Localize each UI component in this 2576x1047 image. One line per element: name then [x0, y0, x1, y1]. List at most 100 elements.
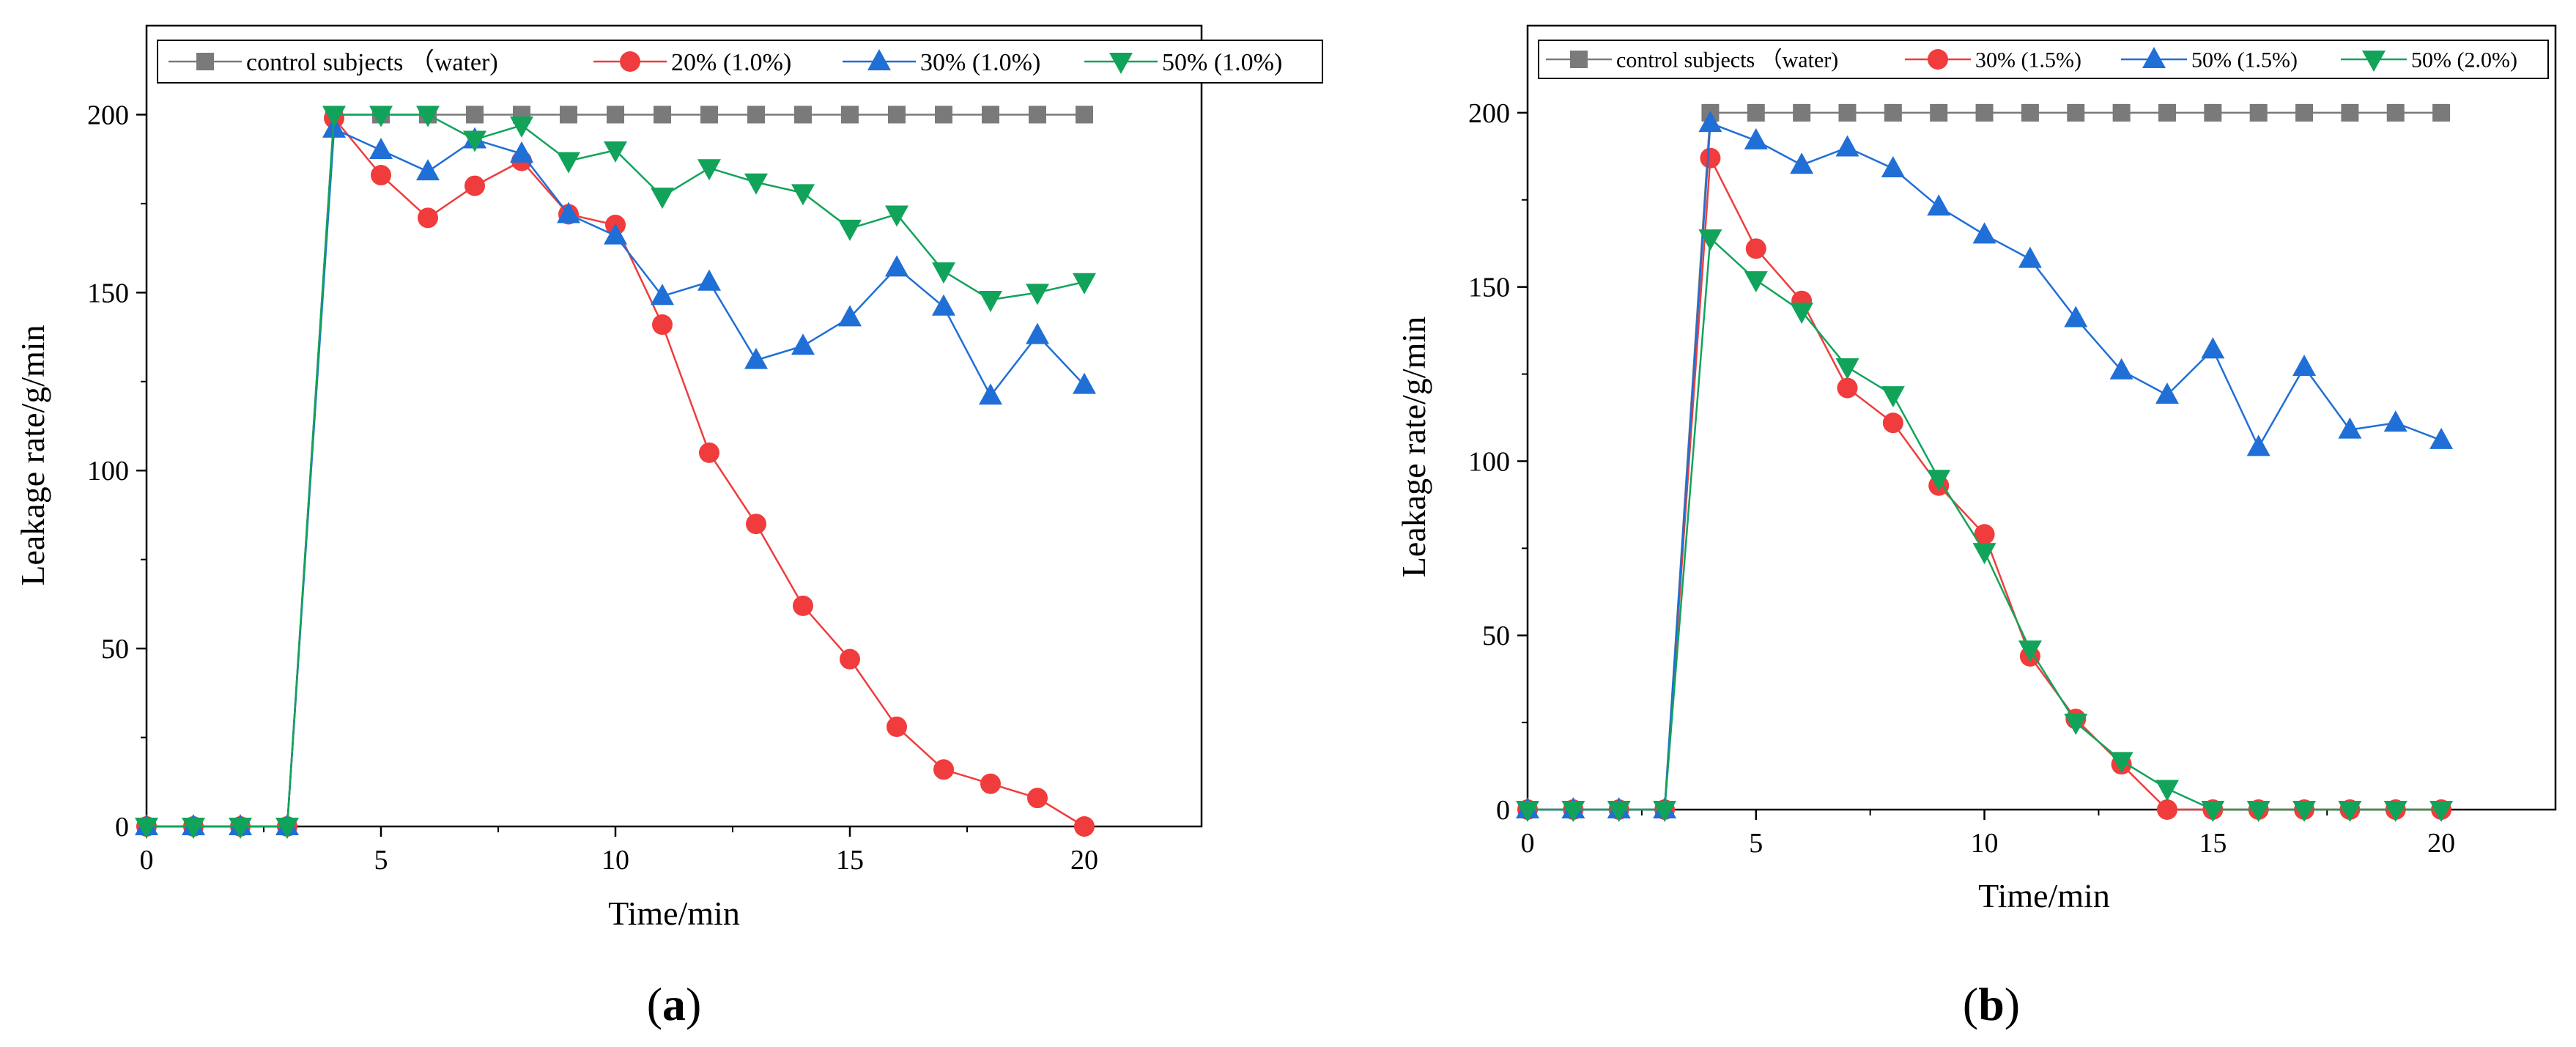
data-point-series-1	[2112, 103, 2131, 122]
data-point-series-4	[275, 818, 299, 839]
x-tick-label: 15	[2199, 828, 2227, 859]
data-point-series-2	[980, 773, 1001, 794]
data-point-series-3	[2292, 355, 2317, 377]
plot-frame	[1526, 24, 2557, 811]
data-point-series-4	[322, 106, 346, 127]
data-point-series-3	[697, 269, 721, 291]
x-axis-title: Time/min	[608, 895, 740, 932]
data-point-series-4	[2338, 801, 2362, 822]
data-point-series-3	[416, 159, 440, 181]
y-axis-title: Leakage rate/g/min	[14, 325, 51, 585]
data-point-series-4	[604, 141, 627, 163]
series-line-1	[1528, 111, 2442, 811]
legend-marker-1	[1570, 51, 1588, 68]
data-point-series-4	[229, 818, 252, 839]
data-point-series-3	[2429, 427, 2454, 449]
data-point-series-3	[2201, 337, 2225, 359]
data-point-series-2	[1974, 524, 1995, 545]
y-tick-label: 150	[87, 278, 129, 308]
data-point-series-4	[2064, 714, 2088, 736]
data-point-series-4	[1698, 229, 1722, 251]
data-point-series-3	[2383, 410, 2407, 432]
data-point-series-1	[841, 106, 859, 124]
y-tick-label: 100	[87, 456, 129, 486]
data-point-series-4	[1972, 543, 1996, 565]
legend-marker-4	[2362, 51, 2386, 72]
y-axis-title: Leakage rate/g/min	[1395, 317, 1432, 577]
data-point-series-4	[744, 173, 768, 195]
legend-label-4: 50% (2.0%)	[2411, 48, 2517, 73]
data-point-series-3	[1744, 127, 1768, 149]
data-point-series-1	[982, 106, 999, 124]
data-point-series-4	[1607, 801, 1631, 822]
x-tick-label: 0	[140, 845, 154, 876]
legend-label-3: 50% (1.5%)	[2191, 48, 2298, 73]
data-point-series-3	[651, 284, 674, 306]
x-tick-label: 10	[1971, 828, 1999, 859]
data-point-series-4	[885, 205, 908, 227]
data-point-series-4	[932, 262, 955, 284]
y-tick-label: 200	[1468, 98, 1510, 129]
data-point-series-1	[2158, 103, 2176, 122]
series-line-2	[1528, 155, 2442, 811]
data-point-series-3	[1790, 152, 1814, 174]
data-point-series-3	[932, 294, 955, 316]
data-point-series-2	[652, 314, 673, 336]
legend-marker-3	[2142, 47, 2166, 68]
data-point-series-4	[2246, 801, 2270, 822]
data-point-series-4	[1561, 801, 1585, 822]
data-point-series-4	[1653, 801, 1677, 822]
data-point-series-3	[1026, 322, 1049, 344]
legend-label-3: 30% (1.0%)	[920, 49, 1040, 76]
x-tick-label: 20	[1070, 845, 1098, 876]
x-tick-label: 5	[374, 845, 388, 876]
data-point-series-1	[560, 106, 577, 124]
data-point-series-3	[2155, 382, 2179, 404]
data-point-series-1	[1793, 103, 1811, 122]
data-point-series-3	[2064, 306, 2088, 328]
data-point-series-3	[557, 201, 580, 223]
data-point-series-3	[1073, 372, 1096, 394]
data-point-series-2	[1745, 238, 1766, 259]
data-point-series-4	[1516, 801, 1539, 822]
data-point-series-4	[2383, 801, 2407, 822]
data-point-series-3	[1927, 194, 1951, 216]
y-tick-label: 0	[1496, 795, 1510, 826]
y-tick-label: 0	[115, 812, 129, 843]
data-point-series-2	[1837, 377, 1858, 399]
data-point-series-1	[1076, 106, 1093, 124]
data-point-series-1	[607, 106, 624, 124]
x-tick-label: 5	[1749, 828, 1763, 859]
data-point-series-4	[369, 106, 393, 127]
data-point-series-4	[2201, 801, 2225, 822]
legend-marker-1	[196, 53, 214, 70]
legend-label-2: 30% (1.5%)	[1975, 48, 2081, 73]
data-point-series-3	[510, 141, 533, 163]
y-tick-label: 50	[1482, 621, 1510, 651]
data-point-series-4	[791, 184, 815, 206]
data-point-series-1	[1930, 103, 1948, 122]
legend-marker-4	[1109, 53, 1133, 74]
data-point-series-2	[840, 648, 860, 670]
x-tick-label: 10	[602, 845, 629, 876]
data-point-series-3	[838, 305, 862, 327]
data-point-series-2	[887, 716, 907, 737]
data-point-series-2	[933, 759, 954, 780]
legend-label-1: control subjects （water)	[1616, 48, 1838, 73]
data-point-series-2	[1027, 788, 1048, 809]
data-point-series-4	[510, 116, 533, 138]
data-point-series-4	[2292, 801, 2317, 822]
legend-label-2: 20% (1.0%)	[671, 49, 791, 76]
legend-label-1: control subjects （water)	[246, 48, 498, 76]
data-point-series-1	[2249, 103, 2268, 122]
data-point-series-1	[654, 106, 671, 124]
data-point-series-2	[1074, 816, 1095, 837]
data-point-series-1	[2295, 103, 2314, 122]
y-tick-label: 150	[1468, 273, 1510, 303]
data-point-series-4	[651, 188, 674, 210]
legend-label-4: 50% (1.0%)	[1162, 49, 1282, 76]
data-point-series-1	[935, 106, 952, 124]
data-point-series-3	[791, 333, 815, 355]
